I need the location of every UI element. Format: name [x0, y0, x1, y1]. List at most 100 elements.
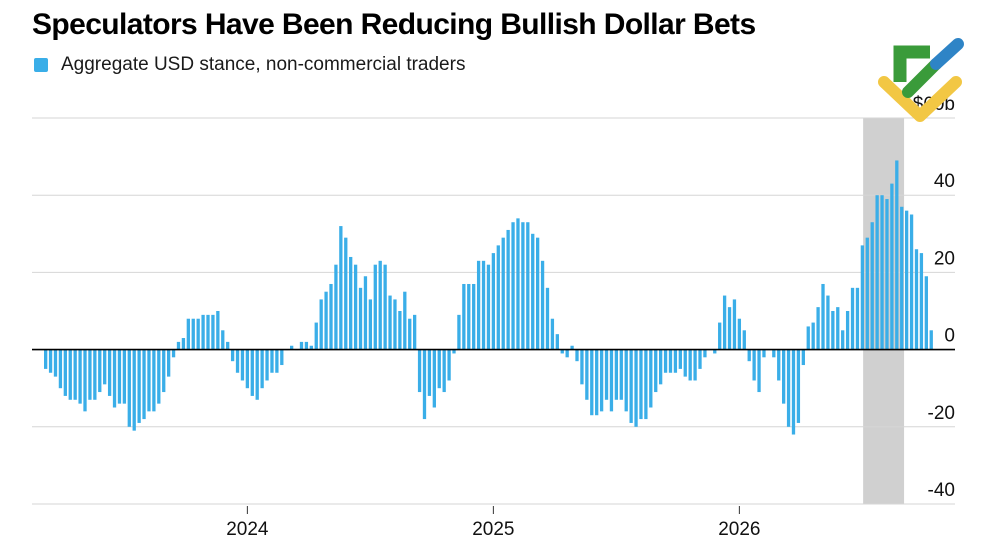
bar [383, 264, 387, 350]
bar [900, 206, 904, 350]
bar [796, 349, 801, 423]
bar [727, 307, 732, 350]
bar [885, 199, 889, 350]
bar [550, 318, 555, 350]
bar [806, 326, 810, 350]
bar [826, 295, 830, 350]
bar [831, 311, 835, 350]
bar [855, 287, 860, 350]
y-tick-label: -20 [928, 403, 955, 424]
bar [78, 349, 82, 404]
bar [275, 349, 279, 373]
bar [639, 349, 643, 420]
bar [841, 330, 845, 350]
bar [368, 299, 373, 350]
x-tick-label: 2024 [226, 519, 269, 540]
bar [358, 287, 363, 350]
bar [919, 253, 924, 350]
bar [157, 349, 161, 404]
bar [821, 283, 825, 350]
bar [521, 222, 525, 350]
bar [270, 349, 274, 373]
bar [757, 349, 761, 393]
bar [235, 349, 240, 373]
bar [624, 349, 628, 412]
y-tick-label: 0 [944, 326, 955, 347]
bar [540, 260, 545, 350]
bar [752, 349, 756, 381]
bar [496, 245, 500, 350]
bar [909, 214, 914, 350]
brand-logo-icon [878, 38, 964, 122]
bar [895, 160, 899, 350]
bar [501, 237, 505, 350]
bar [777, 349, 781, 381]
bar [782, 349, 786, 404]
bar [427, 349, 432, 396]
bar [678, 349, 682, 369]
bar [467, 283, 471, 350]
bar [516, 218, 520, 350]
bar [609, 349, 614, 412]
bar [654, 349, 658, 393]
bar [816, 307, 820, 350]
bar [162, 349, 166, 393]
bar [334, 264, 338, 350]
bar [791, 349, 796, 435]
bar [403, 291, 407, 350]
bar [107, 349, 112, 396]
bar [732, 299, 737, 350]
bar [83, 349, 87, 412]
bar [147, 349, 151, 412]
chart-title: Speculators Have Been Reducing Bullish D… [32, 8, 756, 41]
bar [290, 345, 294, 350]
bar [762, 349, 766, 358]
bar [265, 349, 269, 381]
bar [373, 264, 377, 350]
bar [309, 345, 313, 350]
bar [393, 299, 397, 350]
bar [112, 349, 117, 408]
bar [167, 349, 171, 377]
bar [457, 314, 461, 350]
bar [314, 322, 318, 350]
bar [280, 349, 284, 366]
bar [58, 349, 63, 389]
bar [565, 349, 569, 358]
bar [890, 183, 894, 350]
bar [545, 287, 550, 350]
bar [722, 295, 727, 350]
bar [260, 349, 264, 389]
bar [462, 283, 466, 350]
bar [634, 349, 638, 427]
bar [570, 345, 574, 350]
bar [349, 256, 353, 350]
bar [614, 349, 619, 400]
bar [472, 283, 476, 350]
bar [688, 349, 692, 381]
bar [585, 349, 589, 400]
bar [604, 349, 609, 400]
bar [344, 237, 348, 350]
bar [432, 349, 436, 408]
bar [398, 311, 402, 350]
bar [417, 349, 422, 393]
bar [127, 349, 131, 427]
bar [845, 311, 850, 350]
bar [580, 349, 584, 385]
legend-swatch [34, 58, 48, 72]
bar [413, 314, 417, 350]
bar [801, 349, 805, 366]
bar [786, 349, 791, 427]
bar [595, 349, 599, 416]
bar [245, 349, 250, 389]
bar [63, 349, 67, 396]
bar [152, 349, 156, 412]
bar [216, 311, 220, 350]
bar [98, 349, 102, 393]
chart-legend: Aggregate USD stance, non-commercial tra… [34, 54, 465, 76]
logo-yellow-stroke [878, 76, 962, 122]
bar [511, 222, 515, 350]
legend-label: Aggregate USD stance, non-commercial tra… [61, 54, 466, 75]
bar [117, 349, 122, 404]
